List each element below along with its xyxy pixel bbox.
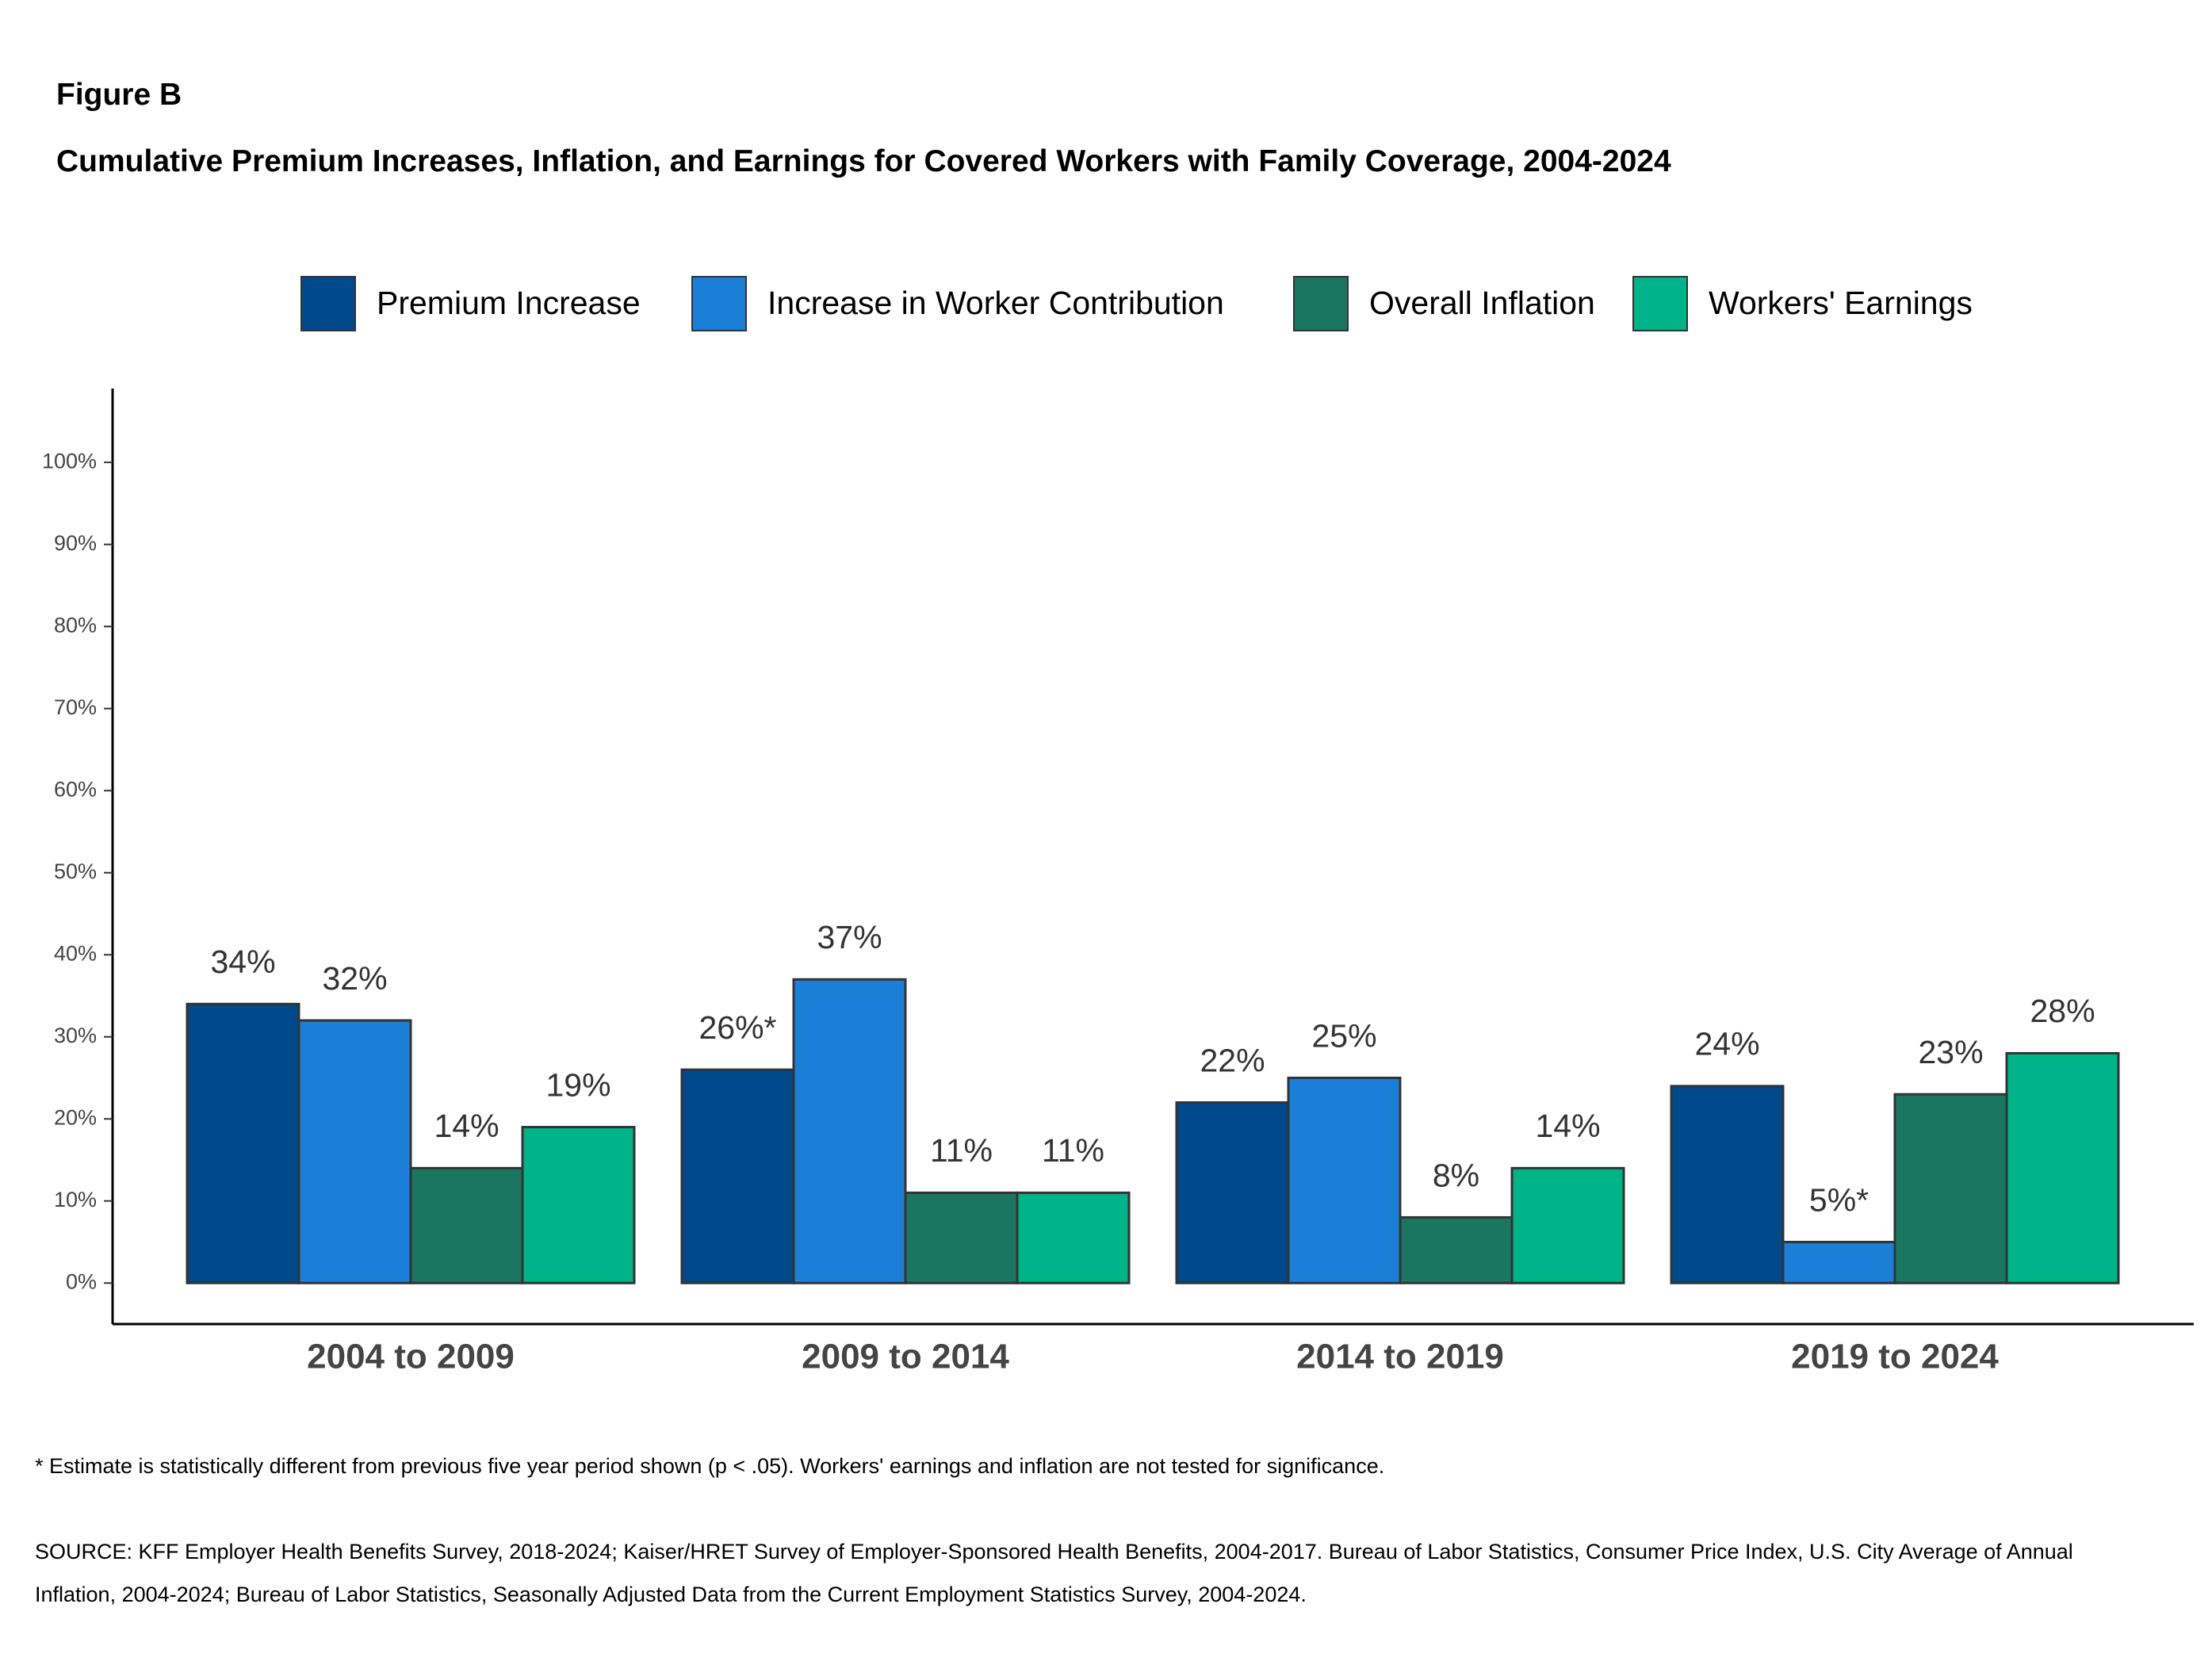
value-label: 19% xyxy=(545,1066,610,1103)
y-tick-label: 80% xyxy=(54,613,97,637)
legend-swatch xyxy=(1632,276,1688,331)
bar xyxy=(1670,1085,1785,1284)
value-label: 14% xyxy=(434,1108,499,1144)
bar xyxy=(1016,1191,1131,1284)
legend-swatch xyxy=(691,276,747,331)
y-tick-label: 50% xyxy=(54,859,97,883)
bar xyxy=(904,1191,1019,1284)
y-tick-label: 100% xyxy=(42,449,97,473)
value-label: 26%* xyxy=(698,1009,776,1046)
bar xyxy=(1781,1240,1896,1284)
value-label: 14% xyxy=(1535,1108,1600,1144)
legend-label: Workers' Earnings xyxy=(1709,285,1973,321)
y-tick-label: 70% xyxy=(54,695,97,719)
chart-title: Cumulative Premium Increases, Inflation,… xyxy=(56,144,1671,178)
value-label: 34% xyxy=(210,944,275,980)
value-label: 32% xyxy=(322,960,387,997)
legend-label: Premium Increase xyxy=(377,285,641,321)
legend-swatch xyxy=(1293,276,1349,331)
value-label: 5%* xyxy=(1809,1181,1869,1218)
y-tick-label: 0% xyxy=(66,1269,97,1293)
chart: 0% 10% 20% 30% 40% 50% 60% 70% 80% 90% 100% Premium… xyxy=(42,276,2194,1376)
bar xyxy=(792,978,907,1284)
value-label: 22% xyxy=(1200,1042,1265,1078)
value-label: 37% xyxy=(817,919,882,955)
source: SOURCE: KFF Employer Health Benefits Sur… xyxy=(35,1540,2073,1606)
legend-label: Overall Inflation xyxy=(1369,285,1595,321)
y-tick-label: 10% xyxy=(54,1188,97,1211)
y-tick-label: 30% xyxy=(54,1024,97,1047)
bar xyxy=(186,1002,300,1284)
figure-label: Figure B xyxy=(56,78,182,112)
y-tick-label: 90% xyxy=(54,531,97,555)
value-label: 8% xyxy=(1433,1157,1479,1193)
bar xyxy=(521,1126,636,1284)
bar xyxy=(297,1019,412,1284)
y-tick-label: 40% xyxy=(54,941,97,965)
bar xyxy=(1893,1093,2008,1284)
x-tick-label: 2009 to 2014 xyxy=(802,1338,1009,1376)
value-label: 28% xyxy=(2030,993,2095,1029)
legend-swatch xyxy=(300,276,356,331)
header: Figure B Cumulative Premium Increases, I… xyxy=(56,62,2086,195)
value-label: 23% xyxy=(1918,1034,1983,1070)
bar xyxy=(2005,1051,2120,1284)
bar xyxy=(1175,1101,1290,1284)
y-tick-label: 60% xyxy=(54,777,97,801)
value-label: 24% xyxy=(1694,1026,1759,1062)
x-tick-label: 2004 to 2009 xyxy=(307,1338,515,1376)
bar xyxy=(1510,1166,1625,1284)
legend-label: Increase in Worker Contribution xyxy=(767,285,1224,321)
value-label: 25% xyxy=(1311,1017,1376,1054)
bar xyxy=(680,1068,795,1284)
bar xyxy=(1399,1215,1514,1284)
x-tick-label: 2019 to 2024 xyxy=(1791,1338,1999,1376)
x-tick-label: 2014 to 2019 xyxy=(1296,1338,1504,1376)
bar xyxy=(1287,1076,1402,1284)
value-label: 11% xyxy=(930,1132,993,1169)
note: * Estimate is statistically different fr… xyxy=(35,1454,1385,1478)
y-tick-label: 20% xyxy=(54,1105,97,1129)
value-label: 11% xyxy=(1042,1132,1104,1169)
bar xyxy=(409,1166,524,1284)
